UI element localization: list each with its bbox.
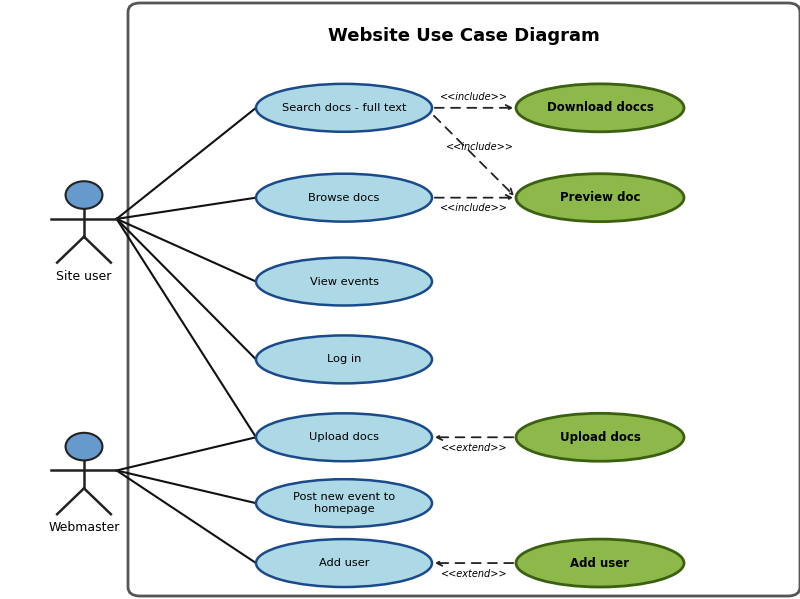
- Text: Post new event to
homepage: Post new event to homepage: [293, 492, 395, 514]
- Ellipse shape: [516, 84, 684, 132]
- Text: Upload docs: Upload docs: [559, 431, 641, 444]
- Text: <<include>>: <<include>>: [446, 143, 514, 152]
- Ellipse shape: [516, 539, 684, 587]
- Text: Log in: Log in: [327, 355, 361, 364]
- Ellipse shape: [256, 335, 432, 383]
- Circle shape: [66, 433, 102, 461]
- Ellipse shape: [256, 413, 432, 461]
- FancyBboxPatch shape: [128, 3, 800, 596]
- Ellipse shape: [256, 174, 432, 222]
- Ellipse shape: [516, 413, 684, 461]
- Ellipse shape: [256, 258, 432, 305]
- Text: Add user: Add user: [570, 556, 630, 570]
- Text: View events: View events: [310, 277, 378, 286]
- Text: Search docs - full text: Search docs - full text: [282, 103, 406, 113]
- Text: <<include>>: <<include>>: [440, 92, 508, 102]
- Circle shape: [66, 181, 102, 209]
- Text: Website Use Case Diagram: Website Use Case Diagram: [328, 27, 600, 45]
- Text: <<include>>: <<include>>: [440, 204, 508, 213]
- Text: <<extend>>: <<extend>>: [441, 443, 507, 453]
- Ellipse shape: [516, 174, 684, 222]
- Text: Browse docs: Browse docs: [308, 193, 380, 202]
- Text: Site user: Site user: [56, 270, 112, 283]
- Text: Preview doc: Preview doc: [560, 191, 640, 204]
- Text: Upload docs: Upload docs: [309, 432, 379, 442]
- Text: Webmaster: Webmaster: [48, 521, 120, 534]
- Ellipse shape: [256, 539, 432, 587]
- Ellipse shape: [256, 479, 432, 527]
- Text: Add user: Add user: [318, 558, 370, 568]
- Text: Download doccs: Download doccs: [546, 101, 654, 114]
- Text: <<extend>>: <<extend>>: [441, 569, 507, 579]
- Ellipse shape: [256, 84, 432, 132]
